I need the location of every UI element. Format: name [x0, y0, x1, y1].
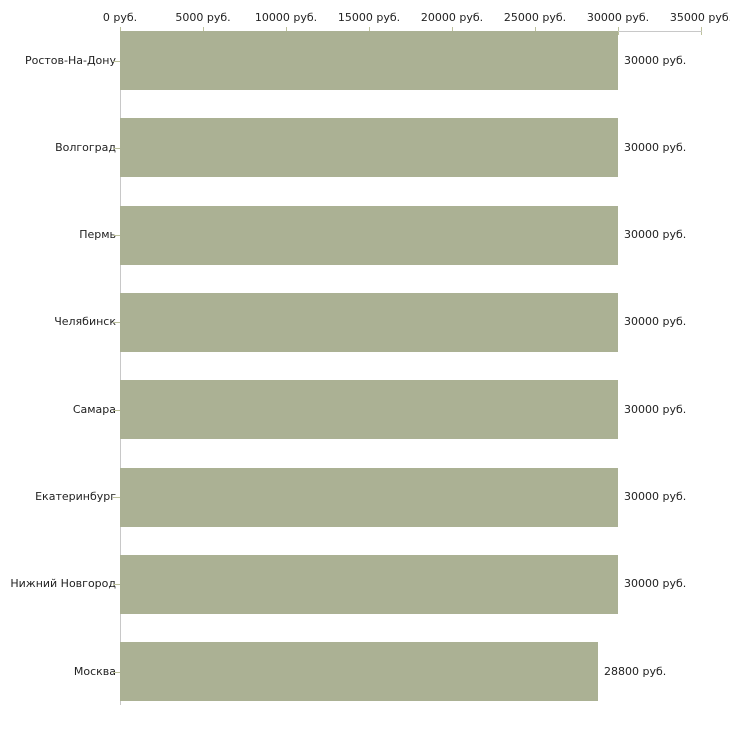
y-axis-tick	[113, 584, 120, 585]
x-axis-tick-label: 25000 руб.	[503, 11, 567, 24]
category-label: Челябинск	[54, 315, 116, 329]
x-axis-tick-label: 5000 руб.	[175, 11, 231, 24]
value-label: 30000 руб.	[624, 577, 687, 591]
y-axis-line	[120, 31, 121, 706]
category-label: Нижний Новгород	[10, 577, 116, 591]
category-label: Волгоград	[55, 140, 116, 154]
category-label: Самара	[72, 402, 116, 416]
bar	[120, 205, 618, 265]
bar	[120, 380, 618, 440]
bar	[120, 118, 618, 178]
category-label: Пермь	[79, 228, 116, 242]
value-label: 30000 руб.	[624, 228, 687, 242]
category-label: Екатеринбург	[35, 490, 116, 503]
y-axis-tick	[113, 410, 120, 411]
bar	[120, 554, 618, 614]
bar	[120, 642, 598, 702]
x-axis-tick-label: 10000 руб.	[254, 11, 318, 24]
category-label: Москва	[73, 664, 116, 678]
x-axis-tick-label: 30000 руб.	[586, 11, 650, 24]
y-axis-tick	[113, 235, 120, 236]
value-label: 30000 руб.	[624, 402, 687, 416]
y-axis-tick	[113, 497, 120, 498]
value-label: 30000 руб.	[624, 490, 687, 503]
value-label: 30000 руб.	[624, 53, 687, 67]
category-label: Ростов-На-Дону	[24, 53, 116, 67]
y-axis-tick	[113, 672, 120, 673]
x-axis-tick-label: 15000 руб.	[337, 11, 401, 24]
y-axis-tick	[113, 322, 120, 323]
bar	[120, 467, 618, 527]
x-axis-tick-label: 20000 руб.	[420, 11, 484, 24]
value-label: 30000 руб.	[624, 315, 687, 329]
value-label: 30000 руб.	[624, 140, 687, 154]
value-label: 28800 руб.	[604, 664, 667, 678]
y-axis-tick	[113, 148, 120, 149]
x-axis-tick-label: 0 руб.	[102, 11, 138, 24]
bar	[120, 31, 618, 90]
y-axis-tick	[113, 61, 120, 62]
x-axis-tick-label: 35000 руб.	[669, 11, 730, 24]
bar	[120, 292, 618, 352]
